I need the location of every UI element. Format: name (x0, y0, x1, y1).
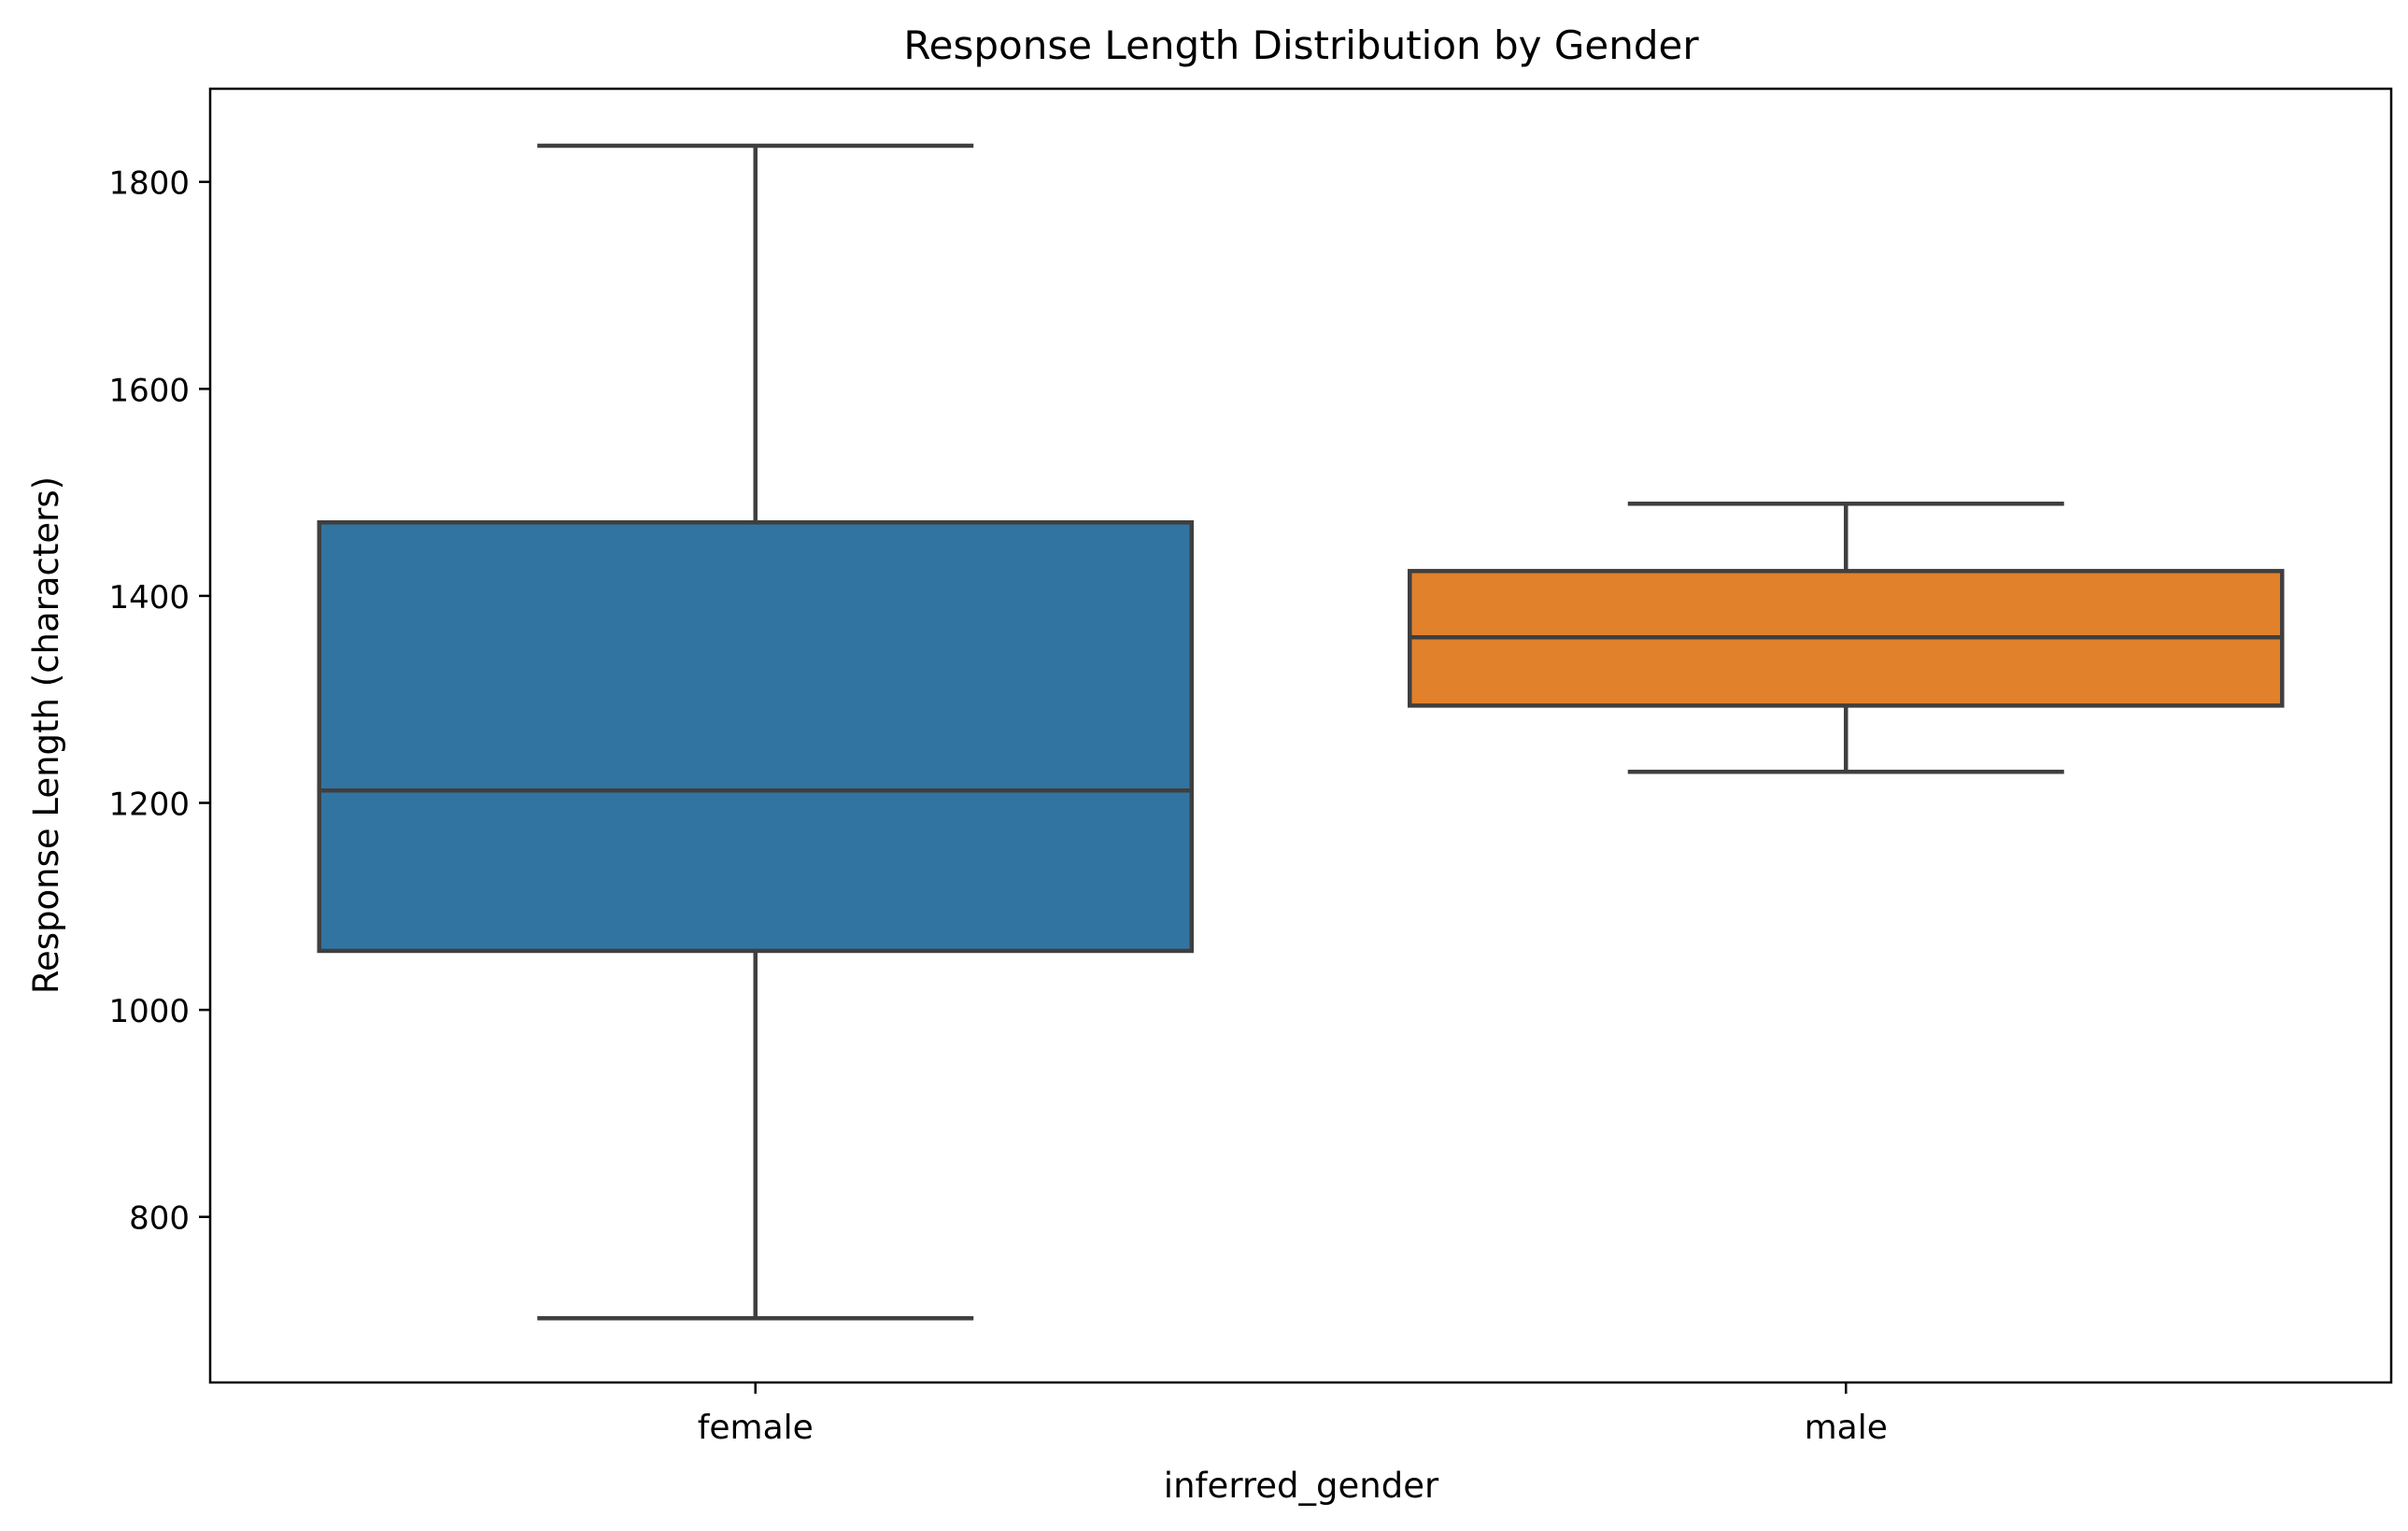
axes-frame (208, 87, 2393, 1384)
y-axis: 800 1000 1200 1400 1600 1800 (108, 165, 210, 1238)
y-tick-label-1800: 1800 (108, 165, 190, 203)
y-axis-label: Response Length (characters) (26, 476, 66, 994)
plot-area (317, 143, 2285, 1321)
y-tick-label-1600: 1600 (108, 372, 190, 409)
box-male (1408, 502, 2285, 774)
y-tick-label-1200: 1200 (108, 787, 190, 824)
iqr-box-female (317, 520, 1194, 954)
box-female (317, 143, 1194, 1321)
chart-title: Response Length Distribution by Gender (903, 22, 1699, 68)
x-axis: female male (698, 1382, 1888, 1447)
y-tick-label-800: 800 (129, 1200, 190, 1238)
y-tick-label-1400: 1400 (108, 579, 190, 617)
x-tick-label-female: female (698, 1409, 814, 1447)
x-axis-label: inferred_gender (1164, 1466, 1439, 1506)
x-tick-label-male: male (1805, 1409, 1888, 1447)
y-tick-label-1000: 1000 (108, 993, 190, 1030)
